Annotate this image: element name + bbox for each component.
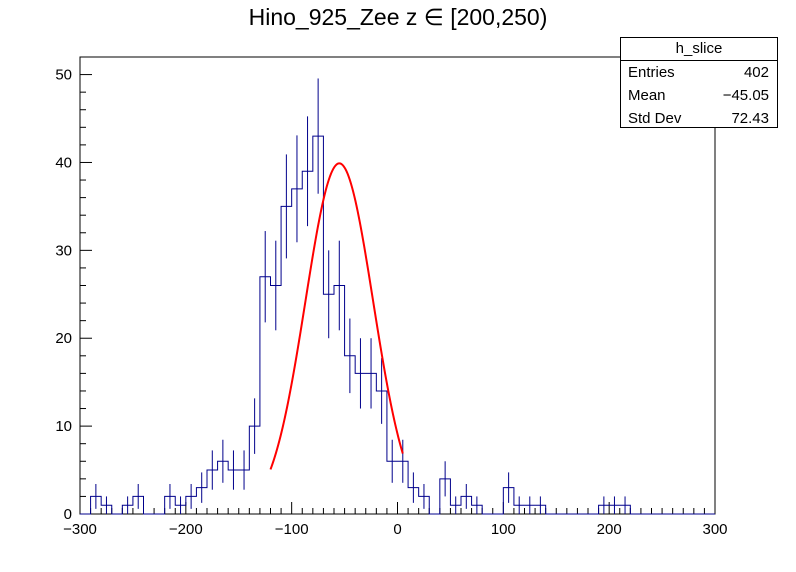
stats-entries-label: Entries [628, 64, 675, 81]
histogram-line [80, 135, 715, 515]
y-tick-label: 0 [64, 506, 72, 523]
x-tick-label: 100 [491, 521, 516, 538]
y-tick-label: 50 [55, 67, 72, 84]
x-tick-label: −200 [169, 521, 203, 538]
gaussian-fit-curve [269, 162, 404, 470]
x-tick-label: 0 [393, 521, 401, 538]
stats-box-name: h_slice [621, 38, 777, 61]
x-tick-label: −300 [63, 521, 97, 538]
x-tick-label: 300 [702, 521, 727, 538]
stats-entries-row: Entries 402 [621, 61, 777, 84]
chart-title: Hino_925_Zee z ∈ [200,250) [248, 4, 548, 30]
x-tick-label: 200 [597, 521, 622, 538]
x-tick-label: −100 [275, 521, 309, 538]
stats-stddev-row: Std Dev 72.43 [621, 107, 777, 130]
stats-entries-value: 402 [743, 64, 769, 81]
stats-mean-row: Mean −45.05 [621, 84, 777, 107]
stats-stddev-value: 72.43 [731, 110, 769, 127]
stats-stddev-label: Std Dev [628, 110, 682, 127]
stats-mean-value: −45.05 [722, 87, 769, 104]
stats-mean-label: Mean [628, 87, 666, 104]
y-tick-label: 40 [55, 154, 72, 171]
y-tick-label: 30 [55, 242, 72, 259]
y-tick-label: 10 [55, 418, 72, 435]
stats-box: h_slice Entries 402 Mean −45.05 Std Dev … [620, 37, 778, 128]
y-tick-label: 20 [55, 330, 72, 347]
